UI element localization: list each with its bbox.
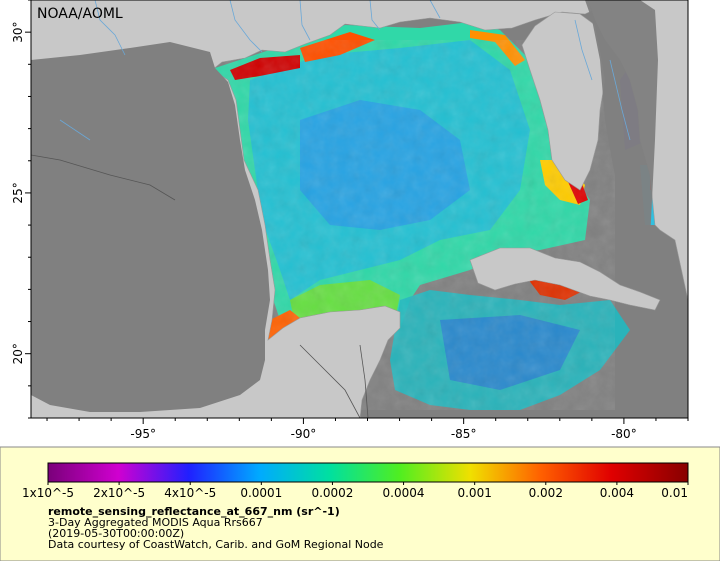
- credit-line: Data courtesy of CoastWatch, Carib. and …: [48, 538, 384, 551]
- colorbar-tick-label: 0.002: [529, 486, 563, 500]
- product-line: 3-Day Aggregated MODIS Aqua Rrs667: [48, 516, 263, 529]
- map-frame: [30, 0, 689, 419]
- colorbar-tick-label: 0.001: [457, 486, 491, 500]
- rivers: [59, 0, 631, 141]
- credit-stamp: NOAA/AOML: [37, 6, 123, 22]
- colorbar-tick-label: 0.0001: [240, 486, 282, 500]
- map-area: [31, 0, 688, 418]
- lat-tick-label: 25°: [11, 182, 25, 203]
- axis-tick-labels: -95° -90° -85° -80° 30° 25° 20°: [11, 22, 637, 441]
- axis-tick-marks: [25, 0, 689, 424]
- lat-tick-label: 30°: [11, 22, 25, 43]
- colorbar: [47, 462, 689, 483]
- colorbar-ticks: [47, 482, 689, 485]
- time-line: (2019-05-30T00:00:00Z): [48, 527, 184, 540]
- colorbar-tick-label: 2x10^-5: [93, 486, 145, 500]
- lon-tick-label: -85°: [451, 427, 477, 441]
- colorbar-tick-label: 4x10^-5: [164, 486, 216, 500]
- lon-tick-label: -80°: [611, 427, 637, 441]
- no-data-land-area: [31, 42, 270, 412]
- colorbar-tick-label: 0.0004: [383, 486, 425, 500]
- lon-tick-label: -95°: [130, 427, 156, 441]
- colorbar-tick-label: 0.01: [661, 486, 688, 500]
- variable-title: remote_sensing_reflectance_at_667_nm (sr…: [48, 505, 340, 518]
- country-borders: [31, 154, 369, 418]
- legend-panel: 1x10^-5 2x10^-5 4x10^-5 0.0001 0.0002 0.0004 0…: [0, 446, 720, 561]
- colorbar-tick-label: 1x10^-5: [22, 486, 74, 500]
- lon-tick-label: -90°: [291, 427, 317, 441]
- colorbar-tick-label: 0.004: [600, 486, 634, 500]
- colorbar-tick-label: 0.0002: [311, 486, 353, 500]
- no-data-florida: [585, 0, 658, 240]
- colorbar-tick-labels: 1x10^-5 2x10^-5 4x10^-5 0.0001 0.0002 0.0004 0…: [22, 486, 688, 500]
- lat-tick-label: 20°: [11, 343, 25, 364]
